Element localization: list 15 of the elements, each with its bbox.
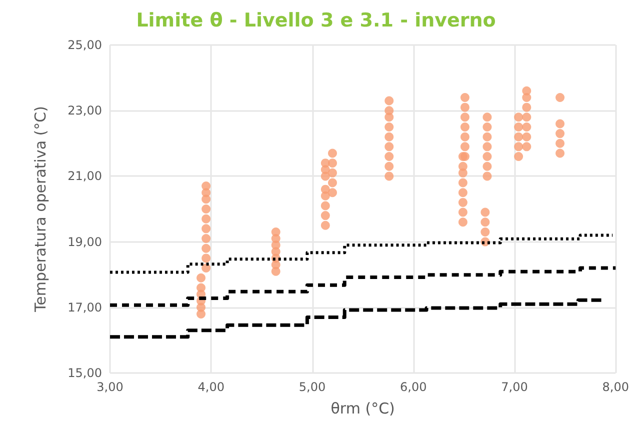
x-tick-label: 7,00	[501, 380, 528, 394]
y-axis-title: Temperatura operativa (°C)	[32, 106, 50, 313]
y-tick-label: 19,00	[68, 234, 102, 249]
y-tick-label: 17,00	[68, 300, 102, 314]
x-tick-label: 3,00	[96, 380, 124, 394]
x-tick-label: 6,00	[400, 380, 427, 394]
y-tick-label: 23,00	[68, 104, 102, 118]
x-tick-label: 4,00	[198, 380, 224, 394]
x-axis-title: θrm (°C)	[330, 400, 395, 418]
chart-title: Limite θ - Livello 3 e 3.1 - inverno	[136, 10, 496, 32]
y-tick-label: 21,00	[68, 169, 102, 184]
y-tick-label: 15,00	[68, 366, 102, 380]
y-tick-label: 25,00	[68, 38, 102, 52]
x-tick-label: 5,00	[298, 380, 326, 394]
x-tick-label: 8,00	[602, 380, 629, 394]
